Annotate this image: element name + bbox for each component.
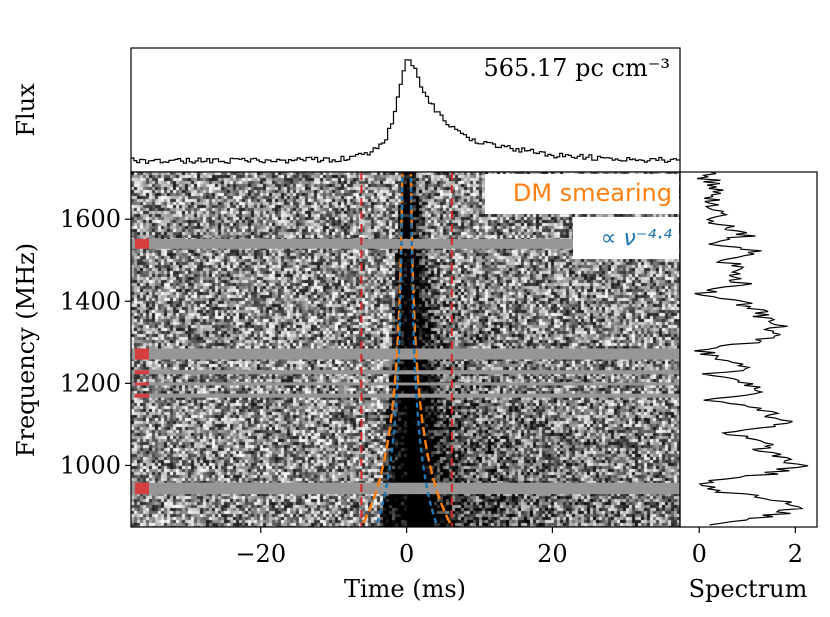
frequency-tick-label: 1000 (60, 451, 121, 479)
masked-channel-band (131, 370, 680, 375)
legend-box-powerlaw (573, 217, 679, 259)
masked-channel-band (131, 382, 680, 386)
spectrum-tick-label: 0 (692, 540, 707, 568)
pulse-profile-line (131, 59, 680, 164)
frequency-tick-label: 1600 (60, 205, 121, 233)
masked-channel-marker (135, 348, 149, 360)
frequency-ticks: 1000 1200 1400 1600 (60, 205, 131, 479)
power-law-curve-right (409, 174, 438, 524)
frequency-tick-label: 1200 (60, 369, 121, 397)
time-ticks: −20 0 20 (235, 527, 568, 568)
pulse-profile-panel: 565.17 pc cm⁻³ Flux (12, 47, 681, 173)
masked-channel-marker (135, 393, 149, 398)
spectrum-axis-label: Spectrum (689, 575, 808, 603)
masked-channel-band (131, 348, 680, 360)
masked-channel-marker (135, 482, 149, 495)
legend: DM smearing ∝ ν⁻⁴·⁴ (485, 174, 679, 259)
spectrum-tick-label: 2 (788, 540, 803, 568)
time-tick-label: −20 (235, 540, 286, 568)
masked-channel-marker (135, 238, 149, 249)
power-law-curve-left (376, 174, 404, 524)
legend-box-dm (485, 174, 679, 214)
dispersion-curves (360, 172, 453, 527)
dm-annotation: 565.17 pc cm⁻³ (483, 54, 670, 82)
masked-channel-band (131, 238, 680, 249)
legend-dm-smearing: DM smearing (513, 179, 672, 207)
frequency-axis-label: Frequency (MHz) (12, 243, 40, 457)
masked-channel-marker (135, 370, 149, 375)
spectrum-frame (679, 171, 818, 528)
time-tick-label: 0 (399, 540, 414, 568)
frequency-tick-label: 1400 (60, 287, 121, 315)
flux-axis-label: Flux (12, 83, 40, 137)
legend-power-law: ∝ ν⁻⁴·⁴ (601, 226, 672, 251)
time-tick-label: 20 (537, 540, 568, 568)
masked-channel-marker (135, 382, 149, 386)
masked-channels (131, 238, 680, 495)
time-axis-label: Time (ms) (344, 575, 466, 603)
masked-channel-band (131, 393, 680, 398)
spectrum-line (694, 172, 809, 526)
masked-channel-band (131, 482, 680, 495)
